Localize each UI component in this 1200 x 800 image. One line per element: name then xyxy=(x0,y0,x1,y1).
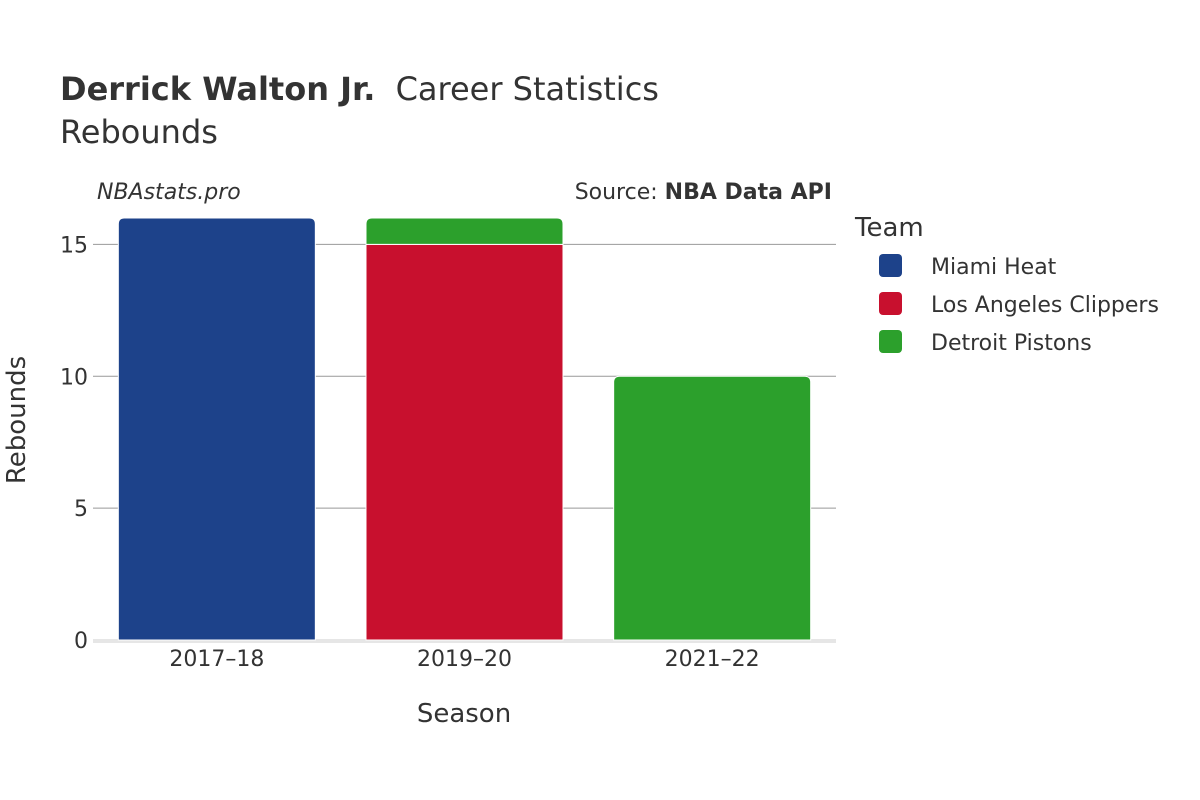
legend-swatch xyxy=(879,254,902,277)
bar-detroit-pistons-2021–22 xyxy=(613,375,812,641)
legend-title: Team xyxy=(854,213,924,243)
bar-miami-heat-2017–18 xyxy=(117,217,316,641)
x-tick-label: 2021–22 xyxy=(665,647,760,672)
y-tick-label: 5 xyxy=(74,497,88,522)
legend-swatch xyxy=(879,330,902,353)
legend-label: Los Angeles Clippers xyxy=(931,293,1159,318)
watermark: NBAstats.pro xyxy=(97,180,241,205)
source-name: NBA Data API xyxy=(665,180,832,205)
source-label: Source: NBA Data API xyxy=(575,180,832,205)
bar-los-angeles-clippers-2019–20 xyxy=(365,243,564,641)
legend: Miami Heat Los Angeles Clippers Detroit Pi… xyxy=(879,254,1159,356)
legend-label: Miami Heat xyxy=(931,255,1057,280)
legend-swatch xyxy=(879,292,902,315)
y-tick-label: 0 xyxy=(74,629,88,654)
x-tick-label: 2019–20 xyxy=(417,647,512,672)
source-prefix: Source: xyxy=(575,180,665,205)
bar-detroit-pistons-2019–20 xyxy=(365,217,564,245)
y-tick-label: 15 xyxy=(60,233,88,258)
y-tick-label: 10 xyxy=(60,365,88,390)
chart-title-suffix: Career Statistics xyxy=(396,70,659,108)
chart-title: Derrick Walton Jr. Career Statistics xyxy=(60,70,659,108)
chart-subtitle: Rebounds xyxy=(60,113,218,151)
y-tick-labels: 0 5 10 15 xyxy=(60,233,88,654)
x-tick-label: 2017–18 xyxy=(169,647,264,672)
x-axis-title: Season xyxy=(417,699,511,729)
bars xyxy=(117,217,812,641)
legend-label: Detroit Pistons xyxy=(931,331,1092,356)
x-tick-labels: 2017–18 2019–20 2021–22 xyxy=(169,647,759,672)
chart-title-player: Derrick Walton Jr. xyxy=(60,70,375,108)
y-axis-title: Rebounds xyxy=(2,356,32,484)
